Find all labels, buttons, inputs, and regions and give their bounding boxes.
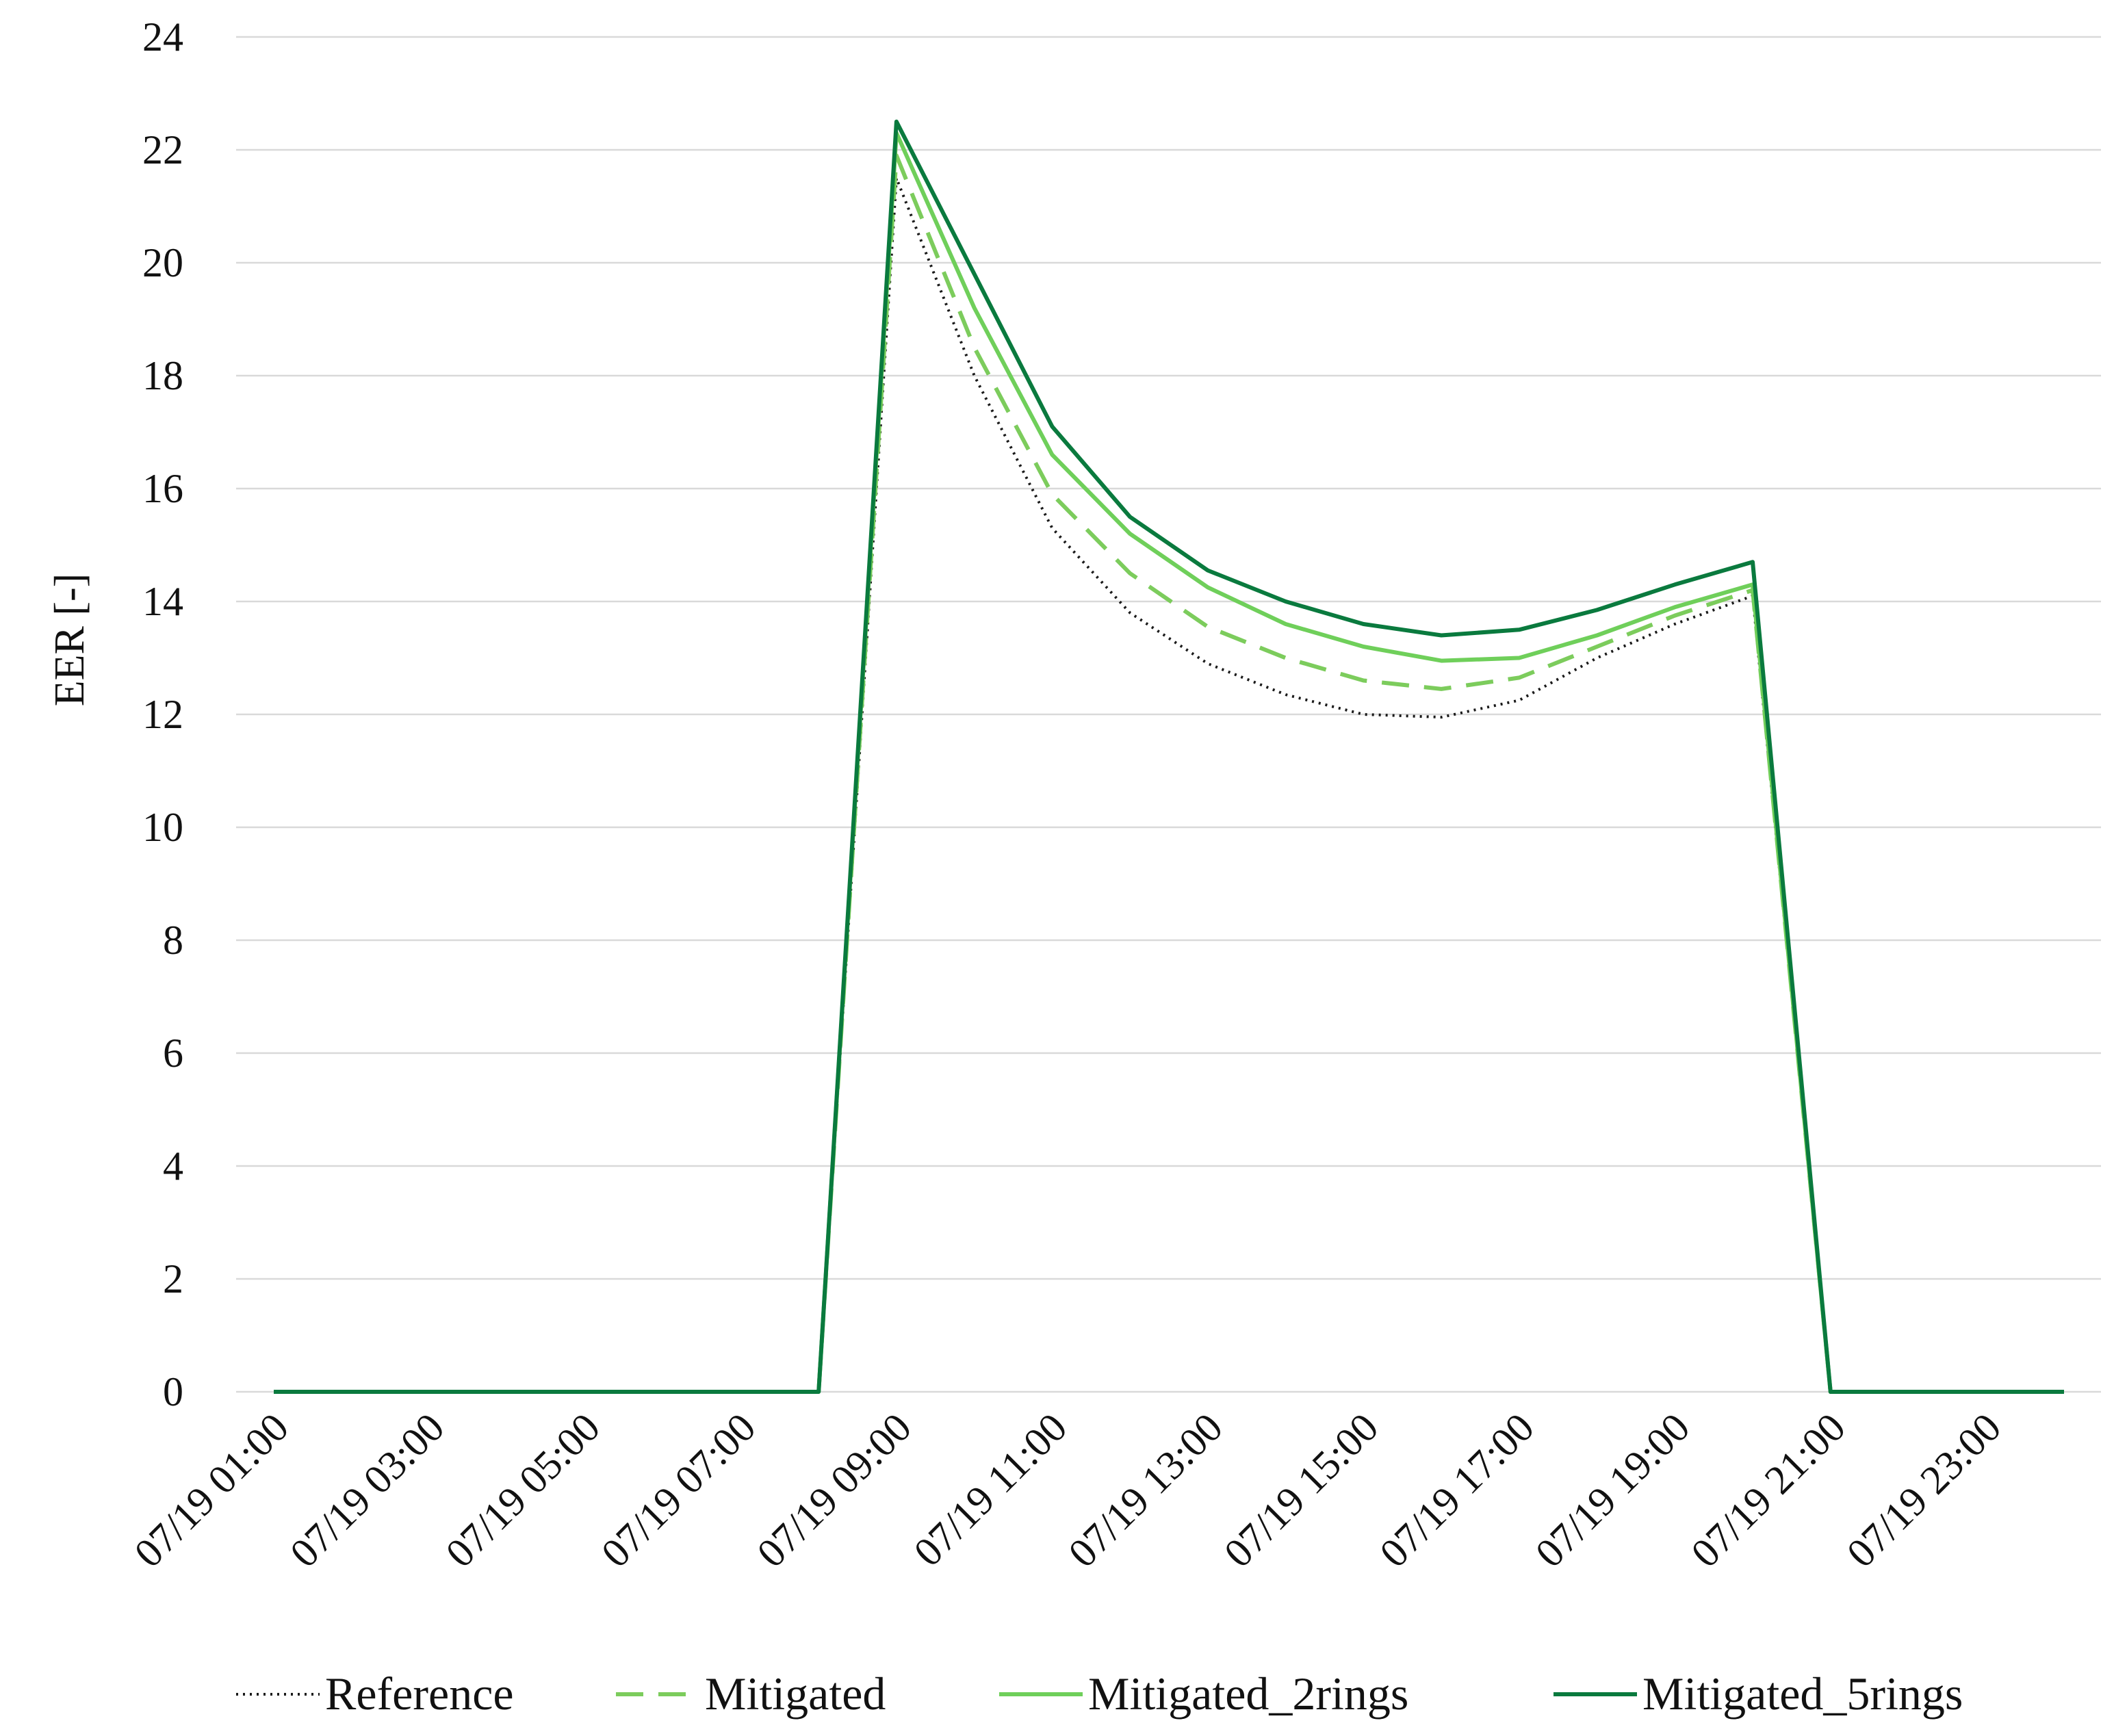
x-tick-label: 07/19 15:00 — [1215, 1405, 1387, 1577]
y-tick-label: 10 — [142, 805, 183, 850]
gridlines — [236, 36, 2101, 1393]
legend-label: Mitigated_5rings — [1642, 1668, 1963, 1720]
x-tick-label: 07/19 01:00 — [126, 1405, 298, 1577]
y-tick-label: 2 — [163, 1256, 183, 1301]
x-tick-label: 07/19 23:00 — [1838, 1405, 2010, 1577]
x-tick-label: 07/19 19:00 — [1527, 1405, 1699, 1577]
y-axis-label: EER [-] — [47, 573, 93, 707]
y-tick-label: 16 — [142, 466, 183, 511]
y-tick-label: 4 — [163, 1143, 183, 1189]
y-tick-label: 24 — [142, 14, 183, 60]
x-tick-label: 07/19 17:00 — [1371, 1405, 1543, 1577]
y-tick-label: 6 — [163, 1031, 183, 1076]
legend: Reference Mitigated Mitigated_2rings Mitiga… — [236, 1668, 1963, 1720]
series-line-reference — [274, 177, 2064, 1393]
x-tick-label: 07/19 21:00 — [1682, 1405, 1854, 1577]
series-line-mitigated-2rings — [274, 131, 2064, 1394]
x-tick-label: 07/19 11:00 — [905, 1405, 1076, 1575]
y-tick-label: 12 — [142, 692, 183, 737]
series-line-mitigated-5rings — [274, 119, 2064, 1394]
legend-label: Mitigated — [705, 1668, 886, 1720]
x-tick-label: 07/19 03:00 — [281, 1405, 453, 1577]
x-tick-label: 07/19 13:00 — [1060, 1405, 1232, 1577]
x-tick-label: 07/19 07:00 — [593, 1405, 764, 1577]
series-lines — [274, 119, 2064, 1394]
y-tick-label: 18 — [142, 353, 183, 398]
y-tick-label: 22 — [142, 127, 183, 172]
x-tick-label: 07/19 09:00 — [749, 1405, 920, 1577]
y-tick-label: 8 — [163, 918, 183, 963]
y-tick-label: 20 — [142, 240, 183, 285]
series-line-mitigated — [274, 153, 2064, 1394]
y-tick-label: 14 — [142, 579, 183, 624]
y-tick-label: 0 — [163, 1369, 183, 1414]
legend-label: Reference — [325, 1668, 514, 1720]
legend-label: Mitigated_2rings — [1088, 1668, 1408, 1720]
x-tick-label: 07/19 05:00 — [437, 1405, 609, 1577]
